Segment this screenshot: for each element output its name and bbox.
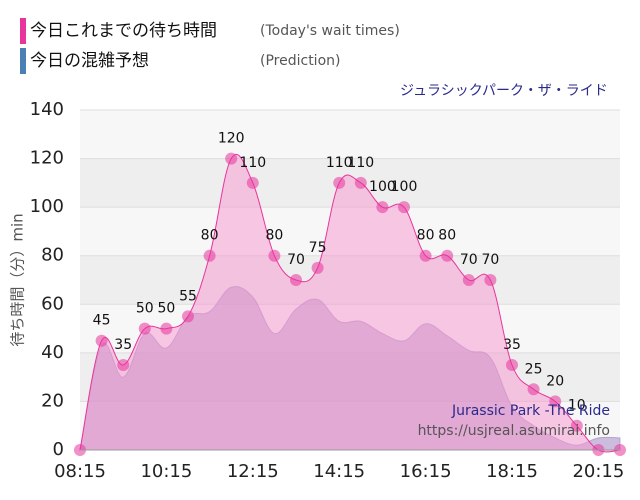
x-tick-label: 14:15 xyxy=(313,461,365,482)
point xyxy=(182,310,194,323)
point xyxy=(570,419,583,432)
point xyxy=(311,261,324,274)
point xyxy=(117,359,130,371)
data-label: 45 xyxy=(93,313,111,329)
x-tick-label: 10:15 xyxy=(140,461,192,482)
data-label: 80 xyxy=(201,228,219,244)
y-tick-label: 0 xyxy=(53,439,64,460)
legend-swatch xyxy=(20,48,26,74)
data-label: 25 xyxy=(525,361,543,377)
data-label: 70 xyxy=(460,252,478,268)
y-tick-label: 20 xyxy=(41,390,64,411)
legend-note: (Today's wait times) xyxy=(260,23,400,39)
point xyxy=(549,395,562,408)
point xyxy=(354,176,367,189)
data-label: 75 xyxy=(309,240,327,256)
x-tick-label: 12:15 xyxy=(227,461,279,482)
data-label: 120 xyxy=(218,131,245,147)
y-tick-label: 140 xyxy=(30,99,64,120)
plot-band xyxy=(80,110,620,159)
y-axis-label: 待ち時間（分）min xyxy=(9,213,27,346)
point xyxy=(398,201,410,214)
watermark: https://usjreal.asumirai.info xyxy=(418,423,610,439)
data-label: 80 xyxy=(417,228,435,244)
data-label: 50 xyxy=(157,301,175,317)
point xyxy=(290,274,302,286)
data-label: 110 xyxy=(239,155,266,171)
point xyxy=(246,176,259,189)
data-label: 100 xyxy=(391,179,418,195)
point xyxy=(376,201,389,214)
point xyxy=(203,249,216,262)
data-label: 35 xyxy=(114,337,132,353)
x-tick-label: 20:15 xyxy=(572,461,624,482)
point xyxy=(333,176,346,189)
x-tick-label: 08:15 xyxy=(54,461,106,482)
data-label: 70 xyxy=(481,252,499,268)
data-label: 10 xyxy=(568,398,586,414)
point xyxy=(95,334,108,347)
point xyxy=(527,383,540,396)
point xyxy=(484,274,497,286)
point xyxy=(419,249,432,262)
y-tick-label: 120 xyxy=(30,148,64,169)
point xyxy=(506,359,518,371)
x-tick-label: 16:15 xyxy=(400,461,452,482)
data-label: 50 xyxy=(136,301,154,317)
legend-label: 今日これまでの待ち時間 xyxy=(30,21,217,41)
legend-swatch xyxy=(20,18,26,44)
data-label: 35 xyxy=(503,337,521,353)
subtitle: ジュラシックパーク・ザ・ライド xyxy=(400,83,608,99)
x-tick-label: 18:15 xyxy=(486,461,538,482)
data-label: 55 xyxy=(179,288,197,304)
point xyxy=(441,249,454,262)
data-label: 110 xyxy=(326,155,353,171)
data-label: 110 xyxy=(347,155,374,171)
data-label: 80 xyxy=(438,228,456,244)
point xyxy=(268,249,281,262)
y-tick-label: 60 xyxy=(41,293,64,314)
watermark: Jurassic Park -The Ride xyxy=(451,403,610,419)
point xyxy=(225,152,238,165)
y-tick-label: 80 xyxy=(41,245,64,266)
data-label: 80 xyxy=(265,228,283,244)
data-label: 70 xyxy=(287,252,305,268)
point xyxy=(138,322,151,335)
data-label: 20 xyxy=(546,373,564,389)
y-tick-label: 40 xyxy=(41,342,64,363)
data-label: 100 xyxy=(369,179,396,195)
point xyxy=(160,322,173,335)
point xyxy=(462,274,475,286)
legend-label: 今日の混雑予想 xyxy=(30,51,149,71)
y-tick-label: 100 xyxy=(30,196,64,217)
legend-note: (Prediction) xyxy=(260,53,340,69)
